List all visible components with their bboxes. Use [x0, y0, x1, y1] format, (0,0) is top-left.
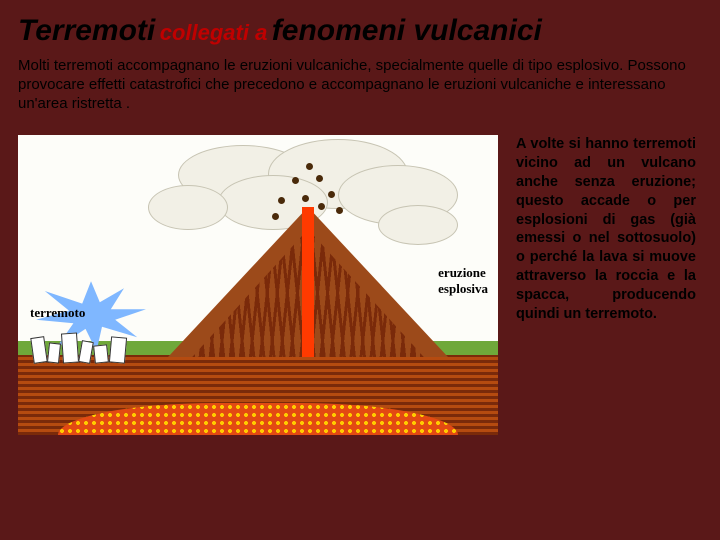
volcano-figure: terremoto eruzione esplosiva: [18, 135, 498, 435]
debris-icon: [328, 191, 335, 198]
debris-icon: [292, 177, 299, 184]
debris-icon: [278, 197, 285, 204]
debris-icon: [306, 163, 313, 170]
slide: Terremoti collegati a fenomeni vulcanici…: [0, 0, 720, 540]
debris-icon: [272, 213, 279, 220]
building-icon: [93, 345, 109, 364]
building-icon: [109, 337, 127, 364]
side-paragraph: A volte si hanno terremoti vicino ad un …: [516, 135, 696, 323]
content-row: terremoto eruzione esplosiva A volte si …: [18, 135, 702, 435]
title-part2: collegati a: [160, 20, 268, 45]
building-icon: [78, 340, 94, 364]
figure-label-right: eruzione esplosiva: [438, 265, 488, 297]
figure-label-left: terremoto: [30, 305, 85, 321]
building-icon: [30, 336, 47, 364]
debris-icon: [318, 203, 325, 210]
town-buildings: [32, 327, 142, 363]
crater-ejecta: [268, 157, 348, 227]
intro-paragraph: Molti terremoti accompagnano le eruzioni…: [18, 57, 702, 113]
building-icon: [47, 343, 61, 364]
title-part3: fenomeni vulcanici: [272, 14, 542, 47]
volcano-cone-group: [168, 207, 448, 357]
volcanic-conduit: [302, 207, 314, 357]
building-icon: [61, 333, 79, 364]
debris-icon: [302, 195, 309, 202]
figure-label-right-l1: eruzione: [438, 265, 486, 280]
debris-icon: [336, 207, 343, 214]
figure-label-right-l2: esplosiva: [438, 281, 488, 296]
slide-title: Terremoti collegati a fenomeni vulcanici: [18, 14, 702, 47]
title-part1: Terremoti: [18, 14, 155, 47]
debris-icon: [316, 175, 323, 182]
